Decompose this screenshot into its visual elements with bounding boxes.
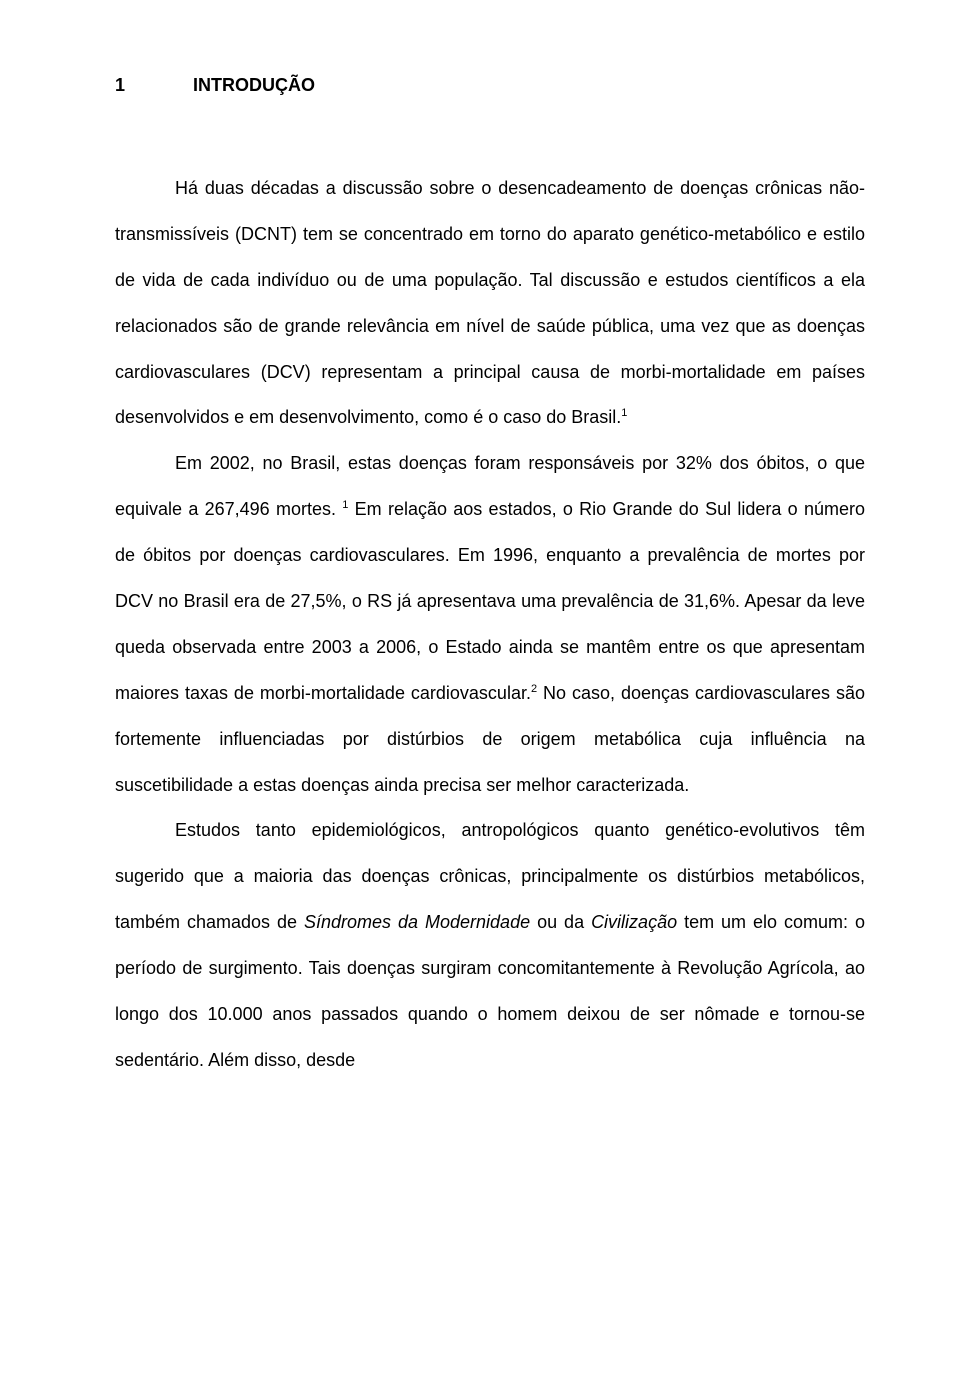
p2-seg2: Em relação aos estados, o Rio Grande do … — [115, 499, 865, 703]
p1-text: Há duas décadas a discussão sobre o dese… — [115, 178, 865, 427]
paragraph-3: Estudos tanto epidemiológicos, antropoló… — [115, 808, 865, 1083]
body-text: Há duas décadas a discussão sobre o dese… — [115, 166, 865, 1084]
p3-italic-2: Civilização — [591, 912, 677, 932]
paragraph-2: Em 2002, no Brasil, estas doenças foram … — [115, 441, 865, 808]
heading-number: 1 — [115, 75, 125, 96]
p3-seg2: ou da — [530, 912, 591, 932]
document-page: 1 INTRODUÇÃO Há duas décadas a discussão… — [0, 0, 960, 1124]
p1-footnote-ref: 1 — [621, 407, 627, 419]
paragraph-1: Há duas décadas a discussão sobre o dese… — [115, 166, 865, 441]
heading-title: INTRODUÇÃO — [193, 75, 315, 96]
p3-seg3: tem um elo comum: o período de surgiment… — [115, 912, 865, 1070]
p3-italic-1: Síndromes da Modernidade — [304, 912, 530, 932]
section-heading: 1 INTRODUÇÃO — [115, 75, 315, 96]
